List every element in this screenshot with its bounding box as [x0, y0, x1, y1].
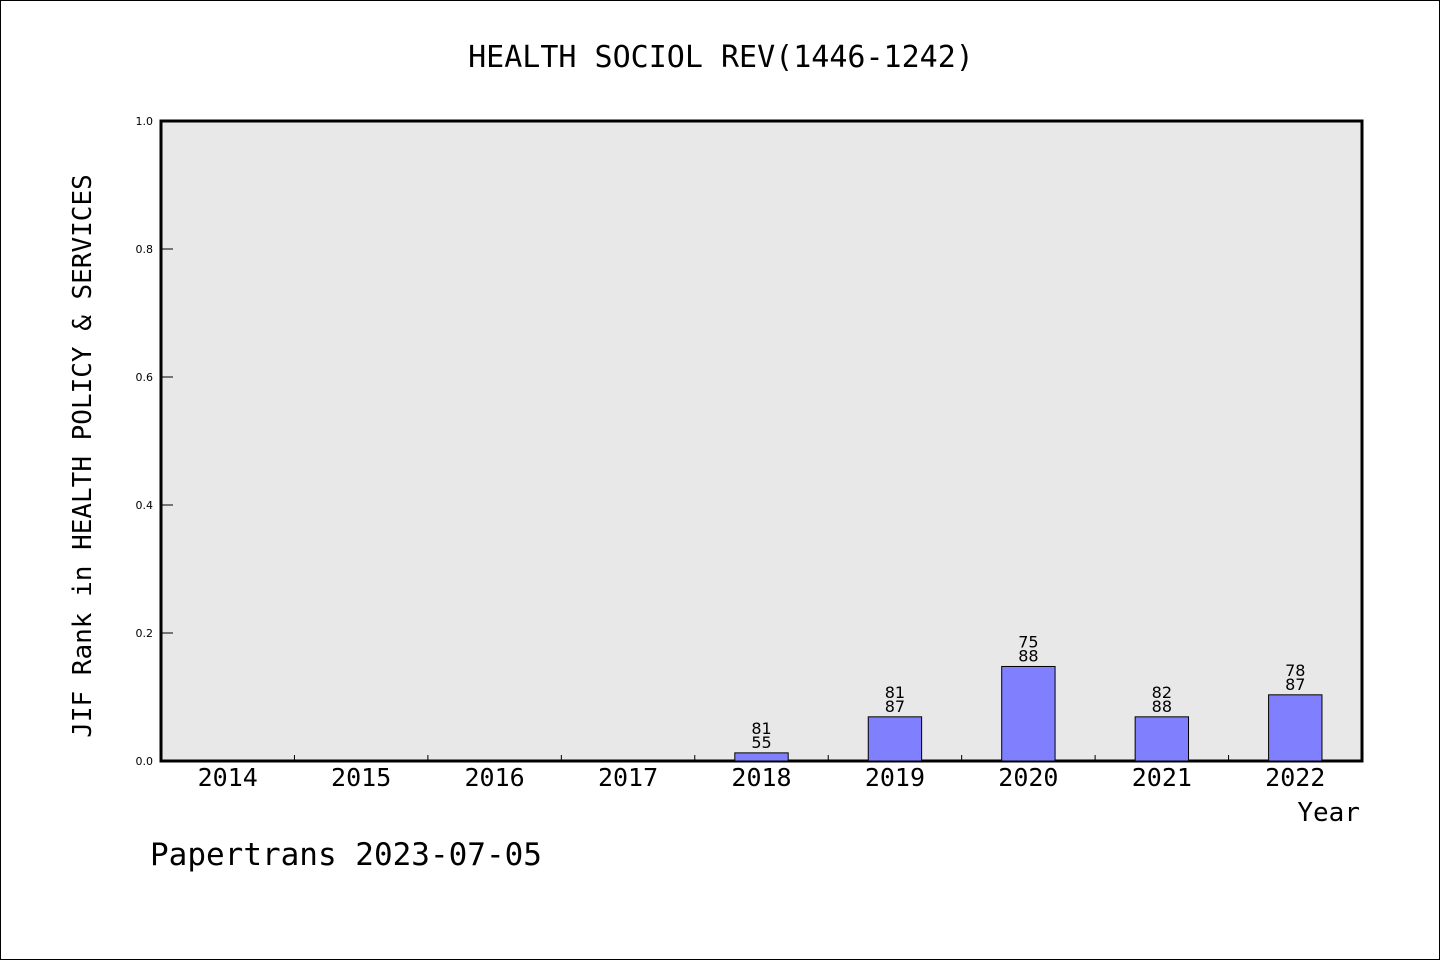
x-tick-label: 2018 [731, 763, 791, 792]
bar-label-rank: 78 [1285, 661, 1305, 680]
bar-label-total: 55 [751, 733, 771, 752]
bar-label-total: 88 [1152, 697, 1172, 716]
bar-2019 [867, 716, 923, 762]
y-tick-label: 0.8 [136, 243, 154, 256]
bar-2022 [1268, 694, 1323, 762]
bar-2020 [1001, 665, 1056, 762]
y-axis-label: JIF Rank in HEALTH POLICY & SERVICES [68, 174, 98, 738]
x-axis: 2014 2015 2016 2017 2018 2019 2020 2021 2022 [198, 755, 1325, 792]
x-tick-label: 2022 [1265, 763, 1325, 792]
bar-label-total: 87 [885, 697, 905, 716]
bar-label-rank: 82 [1152, 683, 1172, 702]
y-axis: 0.0 0.2 0.4 0.6 0.8 1.0 [136, 115, 173, 768]
x-tick-label: 2019 [865, 763, 925, 792]
x-tick-label: 2017 [598, 763, 658, 792]
bar-label-rank: 75 [1018, 632, 1038, 651]
footer-credit: Papertrans 2023-07-05 [150, 837, 542, 873]
bar-2021 [1134, 716, 1190, 762]
x-tick-label: 2015 [331, 763, 391, 792]
y-tick-label: 0.2 [136, 627, 154, 640]
x-tick-label: 2021 [1132, 763, 1192, 792]
bar-label-rank: 81 [751, 719, 771, 738]
plot-area [159, 119, 1364, 763]
y-tick-label: 1.0 [136, 115, 154, 128]
bar-2018 [734, 752, 789, 762]
y-tick-label: 0.4 [136, 499, 154, 512]
bar-label-rank: 81 [885, 683, 905, 702]
x-tick-label: 2020 [998, 763, 1058, 792]
x-tick-label: 2014 [198, 763, 258, 792]
y-tick-label: 0.6 [136, 371, 154, 384]
x-axis-label: Year [1297, 798, 1360, 828]
bars [734, 665, 1323, 762]
x-tick-label: 2016 [465, 763, 525, 792]
bar-label-total: 88 [1018, 646, 1038, 665]
y-tick-label: 0.0 [136, 755, 154, 768]
bar-label-total: 87 [1285, 675, 1305, 694]
chart-title: HEALTH SOCIOL REV(1446-1242) [468, 40, 974, 75]
